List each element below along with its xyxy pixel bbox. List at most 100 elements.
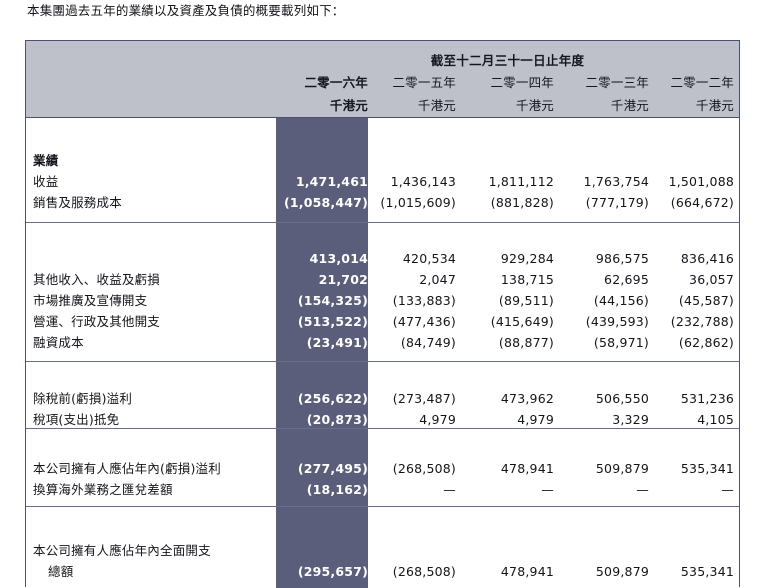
cell-revenue-2012: 1,501,088 bbox=[668, 174, 734, 189]
unit-header-2013: 千港元 bbox=[610, 98, 649, 113]
cell-profit-attributable-2016: (277,495) bbox=[297, 461, 368, 476]
table-row-section1-title: 業績 bbox=[26, 150, 739, 171]
section-divider-2 bbox=[26, 361, 739, 362]
unit-header-2014: 千港元 bbox=[515, 98, 554, 113]
table-row-cost-of-sales: 銷售及服務成本 (1,058,447) (1,015,609) (881,828… bbox=[26, 192, 739, 213]
cell-exchange-differences-2014: — bbox=[541, 482, 554, 497]
table-row-profit-attributable-to-owners: 本公司擁有人應佔年內(虧損)溢利 (277,495) (268,508) 478… bbox=[26, 458, 739, 479]
cell-marketing-expenses-2012: (45,587) bbox=[678, 293, 734, 308]
cell-operating-admin-expenses-2015: (477,436) bbox=[392, 314, 456, 329]
table-row-total-comprehensive: 總額 (295,657) (268,508) 478,941 509,879 5… bbox=[26, 561, 739, 582]
cell-profit-attributable-2014: 478,941 bbox=[500, 461, 554, 476]
cell-finance-costs-2016: (23,491) bbox=[306, 335, 368, 350]
cell-exchange-differences-2012: — bbox=[721, 482, 734, 497]
cell-marketing-expenses-2014: (89,511) bbox=[498, 293, 554, 308]
section-divider-3 bbox=[26, 428, 739, 429]
row-label-taxation: 稅項(支出)抵免 bbox=[33, 412, 120, 427]
cell-cost-of-sales-2015: (1,015,609) bbox=[380, 195, 456, 210]
cell-taxation-2014: 4,979 bbox=[517, 412, 554, 427]
year-header-2015: 二零一五年 bbox=[392, 75, 456, 90]
row-label-cost-of-sales: 銷售及服務成本 bbox=[33, 195, 122, 210]
year-header-2012: 二零一二年 bbox=[670, 75, 734, 90]
cell-profit-before-tax-2015: (273,487) bbox=[392, 391, 456, 406]
unit-header-2016: 千港元 bbox=[329, 98, 368, 113]
five-year-summary-table: 截至十二月三十一日止年度 二零一六年 二零一五年 二零一四年 二零一三年 二零一… bbox=[25, 40, 740, 588]
cell-finance-costs-2012: (62,862) bbox=[678, 335, 734, 350]
cell-total-comprehensive-2014: 478,941 bbox=[500, 564, 554, 579]
row-label-profit-attributable-to-owners: 本公司擁有人應佔年內(虧損)溢利 bbox=[33, 461, 221, 476]
cell-gross-profit-2013: 986,575 bbox=[595, 251, 649, 266]
table-row-revenue: 收益 1,471,461 1,436,143 1,811,112 1,763,7… bbox=[26, 171, 739, 192]
cell-marketing-expenses-2016: (154,325) bbox=[297, 293, 368, 308]
cell-taxation-2015: 4,979 bbox=[419, 412, 456, 427]
cell-total-comprehensive-2015: (268,508) bbox=[392, 564, 456, 579]
table-row-profit-before-tax: 除稅前(虧損)溢利 (256,622) (273,487) 473,962 50… bbox=[26, 388, 739, 409]
section-title-results: 業績 bbox=[33, 153, 59, 168]
row-label-total-comprehensive-line1: 本公司擁有人應佔年內全面開支 bbox=[33, 543, 211, 558]
cell-revenue-2013: 1,763,754 bbox=[583, 174, 649, 189]
cell-other-income-2014: 138,715 bbox=[500, 272, 554, 287]
cell-profit-attributable-2015: (268,508) bbox=[392, 461, 456, 476]
cell-profit-before-tax-2012: 531,236 bbox=[680, 391, 734, 406]
cell-exchange-differences-2016: (18,162) bbox=[306, 482, 368, 497]
cell-other-income-2015: 2,047 bbox=[419, 272, 456, 287]
cell-cost-of-sales-2013: (777,179) bbox=[585, 195, 649, 210]
cell-taxation-2016: (20,873) bbox=[306, 412, 368, 427]
table-row-exchange-differences: 換算海外業務之匯兌差額 (18,162) — — — — bbox=[26, 479, 739, 500]
table-row-total-comprehensive-label: 本公司擁有人應佔年內全面開支 bbox=[26, 540, 739, 561]
cell-finance-costs-2014: (88,877) bbox=[498, 335, 554, 350]
year-header-2013: 二零一三年 bbox=[585, 75, 649, 90]
table-row-operating-admin-expenses: 營運、行政及其他開支 (513,522) (477,436) (415,649)… bbox=[26, 311, 739, 332]
highlighted-column-2016 bbox=[276, 118, 368, 588]
cell-taxation-2013: 3,329 bbox=[612, 412, 649, 427]
cell-profit-before-tax-2016: (256,622) bbox=[297, 391, 368, 406]
cell-finance-costs-2015: (84,749) bbox=[400, 335, 456, 350]
row-label-profit-before-tax: 除稅前(虧損)溢利 bbox=[33, 391, 133, 406]
cell-profit-before-tax-2014: 473,962 bbox=[500, 391, 554, 406]
cell-total-comprehensive-2013: 509,879 bbox=[595, 564, 649, 579]
cell-revenue-2016: 1,471,461 bbox=[295, 174, 368, 189]
cell-exchange-differences-2015: — bbox=[443, 482, 456, 497]
cell-exchange-differences-2013: — bbox=[636, 482, 649, 497]
table-body: 業績 收益 1,471,461 1,436,143 1,811,112 1,76… bbox=[26, 118, 739, 588]
cell-profit-attributable-2012: 535,341 bbox=[680, 461, 734, 476]
table-row-other-income: 其他收入、收益及虧損 21,702 2,047 138,715 62,695 3… bbox=[26, 269, 739, 290]
row-label-finance-costs: 融資成本 bbox=[33, 335, 84, 350]
section-divider-1 bbox=[26, 222, 739, 223]
cell-profit-attributable-2013: 509,879 bbox=[595, 461, 649, 476]
cell-marketing-expenses-2015: (133,883) bbox=[392, 293, 456, 308]
row-label-marketing-expenses: 市場推廣及宣傳開支 bbox=[33, 293, 148, 308]
table-row-marketing-expenses: 市場推廣及宣傳開支 (154,325) (133,883) (89,511) (… bbox=[26, 290, 739, 311]
row-label-other-income: 其他收入、收益及虧損 bbox=[33, 272, 161, 287]
cell-other-income-2016: 21,702 bbox=[318, 272, 368, 287]
cell-gross-profit-2015: 420,534 bbox=[402, 251, 456, 266]
cell-other-income-2013: 62,695 bbox=[604, 272, 649, 287]
cell-revenue-2015: 1,436,143 bbox=[390, 174, 456, 189]
row-label-exchange-differences: 換算海外業務之匯兌差額 bbox=[33, 482, 173, 497]
row-label-operating-admin-expenses: 營運、行政及其他開支 bbox=[33, 314, 161, 329]
cell-cost-of-sales-2012: (664,672) bbox=[670, 195, 734, 210]
period-header-label: 截至十二月三十一日止年度 bbox=[430, 53, 585, 68]
table-row-gross-profit: 413,014 420,534 929,284 986,575 836,416 bbox=[26, 248, 739, 269]
cell-revenue-2014: 1,811,112 bbox=[488, 174, 554, 189]
table-header-band: 截至十二月三十一日止年度 二零一六年 二零一五年 二零一四年 二零一三年 二零一… bbox=[26, 41, 739, 118]
cell-gross-profit-2014: 929,284 bbox=[500, 251, 554, 266]
year-header-2014: 二零一四年 bbox=[490, 75, 554, 90]
unit-header-2012: 千港元 bbox=[695, 98, 734, 113]
cell-gross-profit-2012: 836,416 bbox=[680, 251, 734, 266]
section-divider-4 bbox=[26, 506, 739, 507]
cell-operating-admin-expenses-2013: (439,593) bbox=[585, 314, 649, 329]
table-row-finance-costs: 融資成本 (23,491) (84,749) (88,877) (58,971)… bbox=[26, 332, 739, 353]
cell-total-comprehensive-2016: (295,657) bbox=[297, 564, 368, 579]
cell-cost-of-sales-2016: (1,058,447) bbox=[283, 195, 368, 210]
cell-gross-profit-2016: 413,014 bbox=[309, 251, 368, 266]
cell-cost-of-sales-2014: (881,828) bbox=[490, 195, 554, 210]
year-header-2016: 二零一六年 bbox=[304, 75, 368, 90]
cell-operating-admin-expenses-2014: (415,649) bbox=[490, 314, 554, 329]
unit-header-2015: 千港元 bbox=[417, 98, 456, 113]
cell-marketing-expenses-2013: (44,156) bbox=[593, 293, 649, 308]
cell-taxation-2012: 4,105 bbox=[697, 412, 734, 427]
cell-profit-before-tax-2013: 506,550 bbox=[595, 391, 649, 406]
cell-other-income-2012: 36,057 bbox=[689, 272, 734, 287]
cell-operating-admin-expenses-2012: (232,788) bbox=[670, 314, 734, 329]
